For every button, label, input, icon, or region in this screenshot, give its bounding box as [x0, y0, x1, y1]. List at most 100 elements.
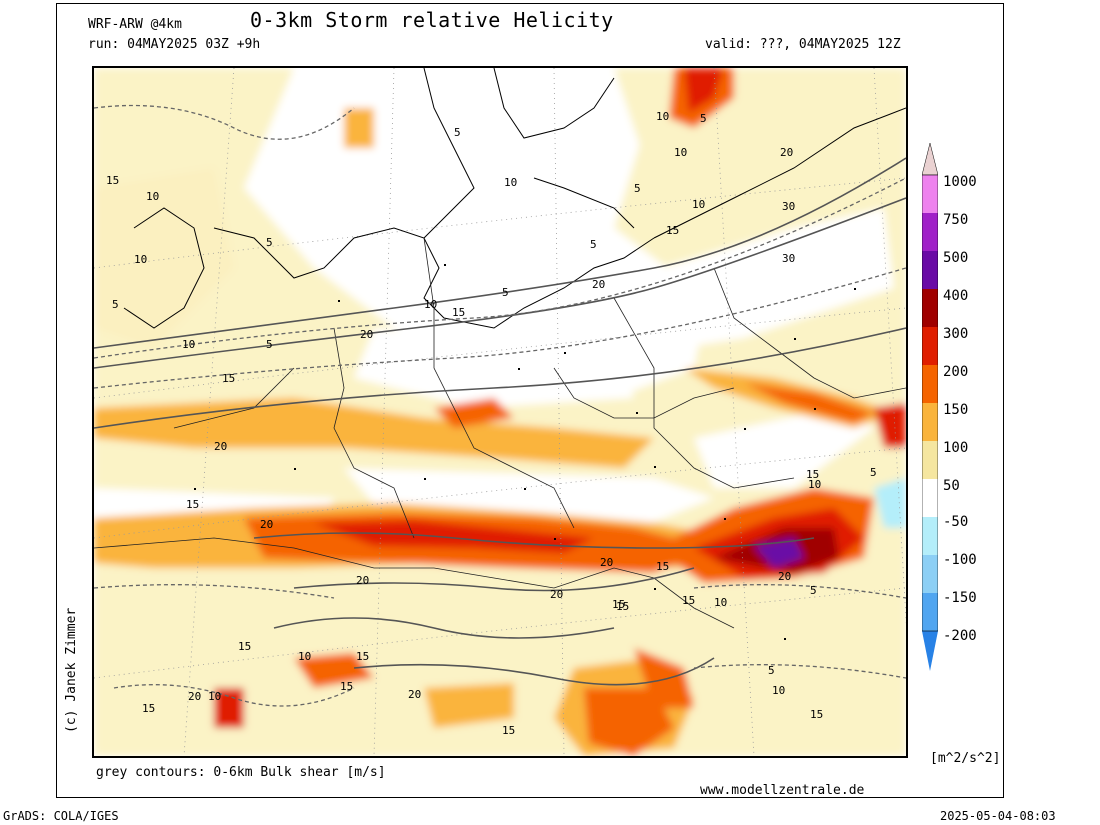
contour-label: 15 — [612, 598, 625, 611]
contour-label: 15 — [656, 560, 669, 573]
contour-label: 5 — [112, 298, 119, 311]
helicity-field — [94, 68, 906, 756]
model-label: WRF-ARW @4km — [88, 17, 182, 32]
contour-label: 5 — [454, 126, 461, 139]
colorbar-label: 1000 — [943, 174, 977, 190]
contour-label: 10 — [504, 176, 517, 189]
colorbar-segment — [922, 289, 938, 327]
contour-label: 5 — [590, 238, 597, 251]
contour-label: 10 — [674, 146, 687, 159]
footer-timestamp: 2025-05-04-08:03 — [940, 809, 1056, 823]
contour-label: 5 — [700, 112, 707, 125]
helicity-map: 15 10 10 5 10 5 15 20 10 15 5 20 5 15 10… — [92, 66, 908, 758]
colorbar-segment — [922, 441, 938, 479]
latlon-grid — [94, 68, 906, 756]
shear-contours — [94, 157, 906, 686]
contour-label: 15 — [222, 372, 235, 385]
contour-label: 15 — [666, 224, 679, 237]
colorbar-unit: [m^2/s^2] — [930, 751, 1001, 766]
contour-label: 5 — [266, 338, 273, 351]
contour-label: 20 — [188, 690, 201, 703]
footer-software: GrADS: COLA/IGES — [3, 809, 119, 823]
contour-label: 20 — [408, 688, 421, 701]
colorbar-label: 400 — [943, 288, 969, 304]
contour-label: 10 — [134, 253, 147, 266]
country-borders — [94, 237, 906, 629]
colorbar-segment — [922, 175, 938, 213]
chart-title: 0-3km Storm relative Helicity — [250, 8, 614, 32]
contour-label: 15 — [186, 498, 199, 511]
contour-label-group: 15 10 10 5 10 5 15 20 10 15 5 20 5 15 10… — [106, 110, 877, 737]
colorbar-label: 150 — [943, 402, 969, 418]
colorbar-segment — [922, 593, 938, 631]
contour-label: 10 — [298, 650, 311, 663]
colorbar-segment — [922, 213, 938, 251]
contour-label: 15 — [340, 680, 353, 693]
contour-label: 30 — [782, 200, 795, 213]
credit-text: (c) Janek Zimmer — [64, 607, 79, 733]
colorbar-segment — [922, 517, 938, 555]
colorbar-label: -200 — [943, 628, 977, 644]
colorbar-segment — [922, 365, 938, 403]
contour-label: 15 — [452, 306, 465, 319]
contour-label: 30 — [782, 252, 795, 265]
contour-label: 15 — [502, 724, 515, 737]
contour-label: 20 — [260, 518, 273, 531]
map-canvas: 15 10 10 5 10 5 15 20 10 15 5 20 5 15 10… — [94, 68, 906, 756]
coastlines — [123, 68, 906, 329]
contour-label: 5 — [810, 584, 817, 597]
colorbar-label: 500 — [943, 250, 969, 266]
contour-label: 15 — [616, 600, 629, 613]
contour-label: 20 — [550, 588, 563, 601]
colorbar-label: -150 — [943, 590, 977, 606]
city-markers — [194, 264, 856, 640]
colorbar-segment — [922, 327, 938, 365]
contour-label: 20 — [356, 574, 369, 587]
contour-label: 10 — [208, 690, 221, 703]
contour-label: 5 — [768, 664, 775, 677]
contour-label: 15 — [810, 708, 823, 721]
contour-label: 10 — [182, 338, 195, 351]
colorbar-segment — [922, 555, 938, 593]
colorbar-label: 300 — [943, 326, 969, 342]
colorbar — [922, 143, 938, 671]
website-link[interactable]: www.modellzentrale.de — [700, 783, 865, 798]
valid-time: valid: ???, 04MAY2025 12Z — [705, 37, 901, 52]
contour-label: 15 — [682, 594, 695, 607]
contour-label: 15 — [238, 640, 251, 653]
contour-label: 20 — [214, 440, 227, 453]
contour-label: 5 — [634, 182, 641, 195]
contour-label: 5 — [502, 286, 509, 299]
figure-frame — [56, 3, 1004, 798]
contour-label: 10 — [808, 478, 821, 491]
contour-label: 10 — [424, 298, 437, 311]
run-info: run: 04MAY2025 03Z +9h — [88, 37, 261, 52]
contour-label: 10 — [714, 596, 727, 609]
contour-label: 20 — [592, 278, 605, 291]
colorbar-label: 50 — [943, 478, 960, 494]
colorbar-label: 100 — [943, 440, 969, 456]
colorbar-label: 200 — [943, 364, 969, 380]
contour-label: 10 — [656, 110, 669, 123]
colorbar-segment — [922, 251, 938, 289]
contour-label: 10 — [772, 684, 785, 697]
colorbar-segment — [922, 479, 938, 517]
contour-label: 15 — [142, 702, 155, 715]
contour-label: 20 — [360, 328, 373, 341]
shear-contour-note: grey contours: 0-6km Bulk shear [m/s] — [96, 765, 386, 780]
colorbar-top-triangle — [922, 143, 938, 176]
colorbar-segment — [922, 403, 938, 441]
contour-label: 20 — [600, 556, 613, 569]
colorbar-label: -100 — [943, 552, 977, 568]
contour-label: 5 — [266, 236, 273, 249]
shear-contours-dashed — [94, 104, 906, 707]
contour-label: 10 — [146, 190, 159, 203]
colorbar-bottom-triangle — [922, 631, 938, 671]
contour-label: 10 — [692, 198, 705, 211]
contour-label: 15 — [106, 174, 119, 187]
contour-label: 15 — [356, 650, 369, 663]
contour-label: 5 — [870, 466, 877, 479]
colorbar-label: 750 — [943, 212, 969, 228]
contour-label: 20 — [778, 570, 791, 583]
contour-label: 15 — [806, 468, 819, 481]
